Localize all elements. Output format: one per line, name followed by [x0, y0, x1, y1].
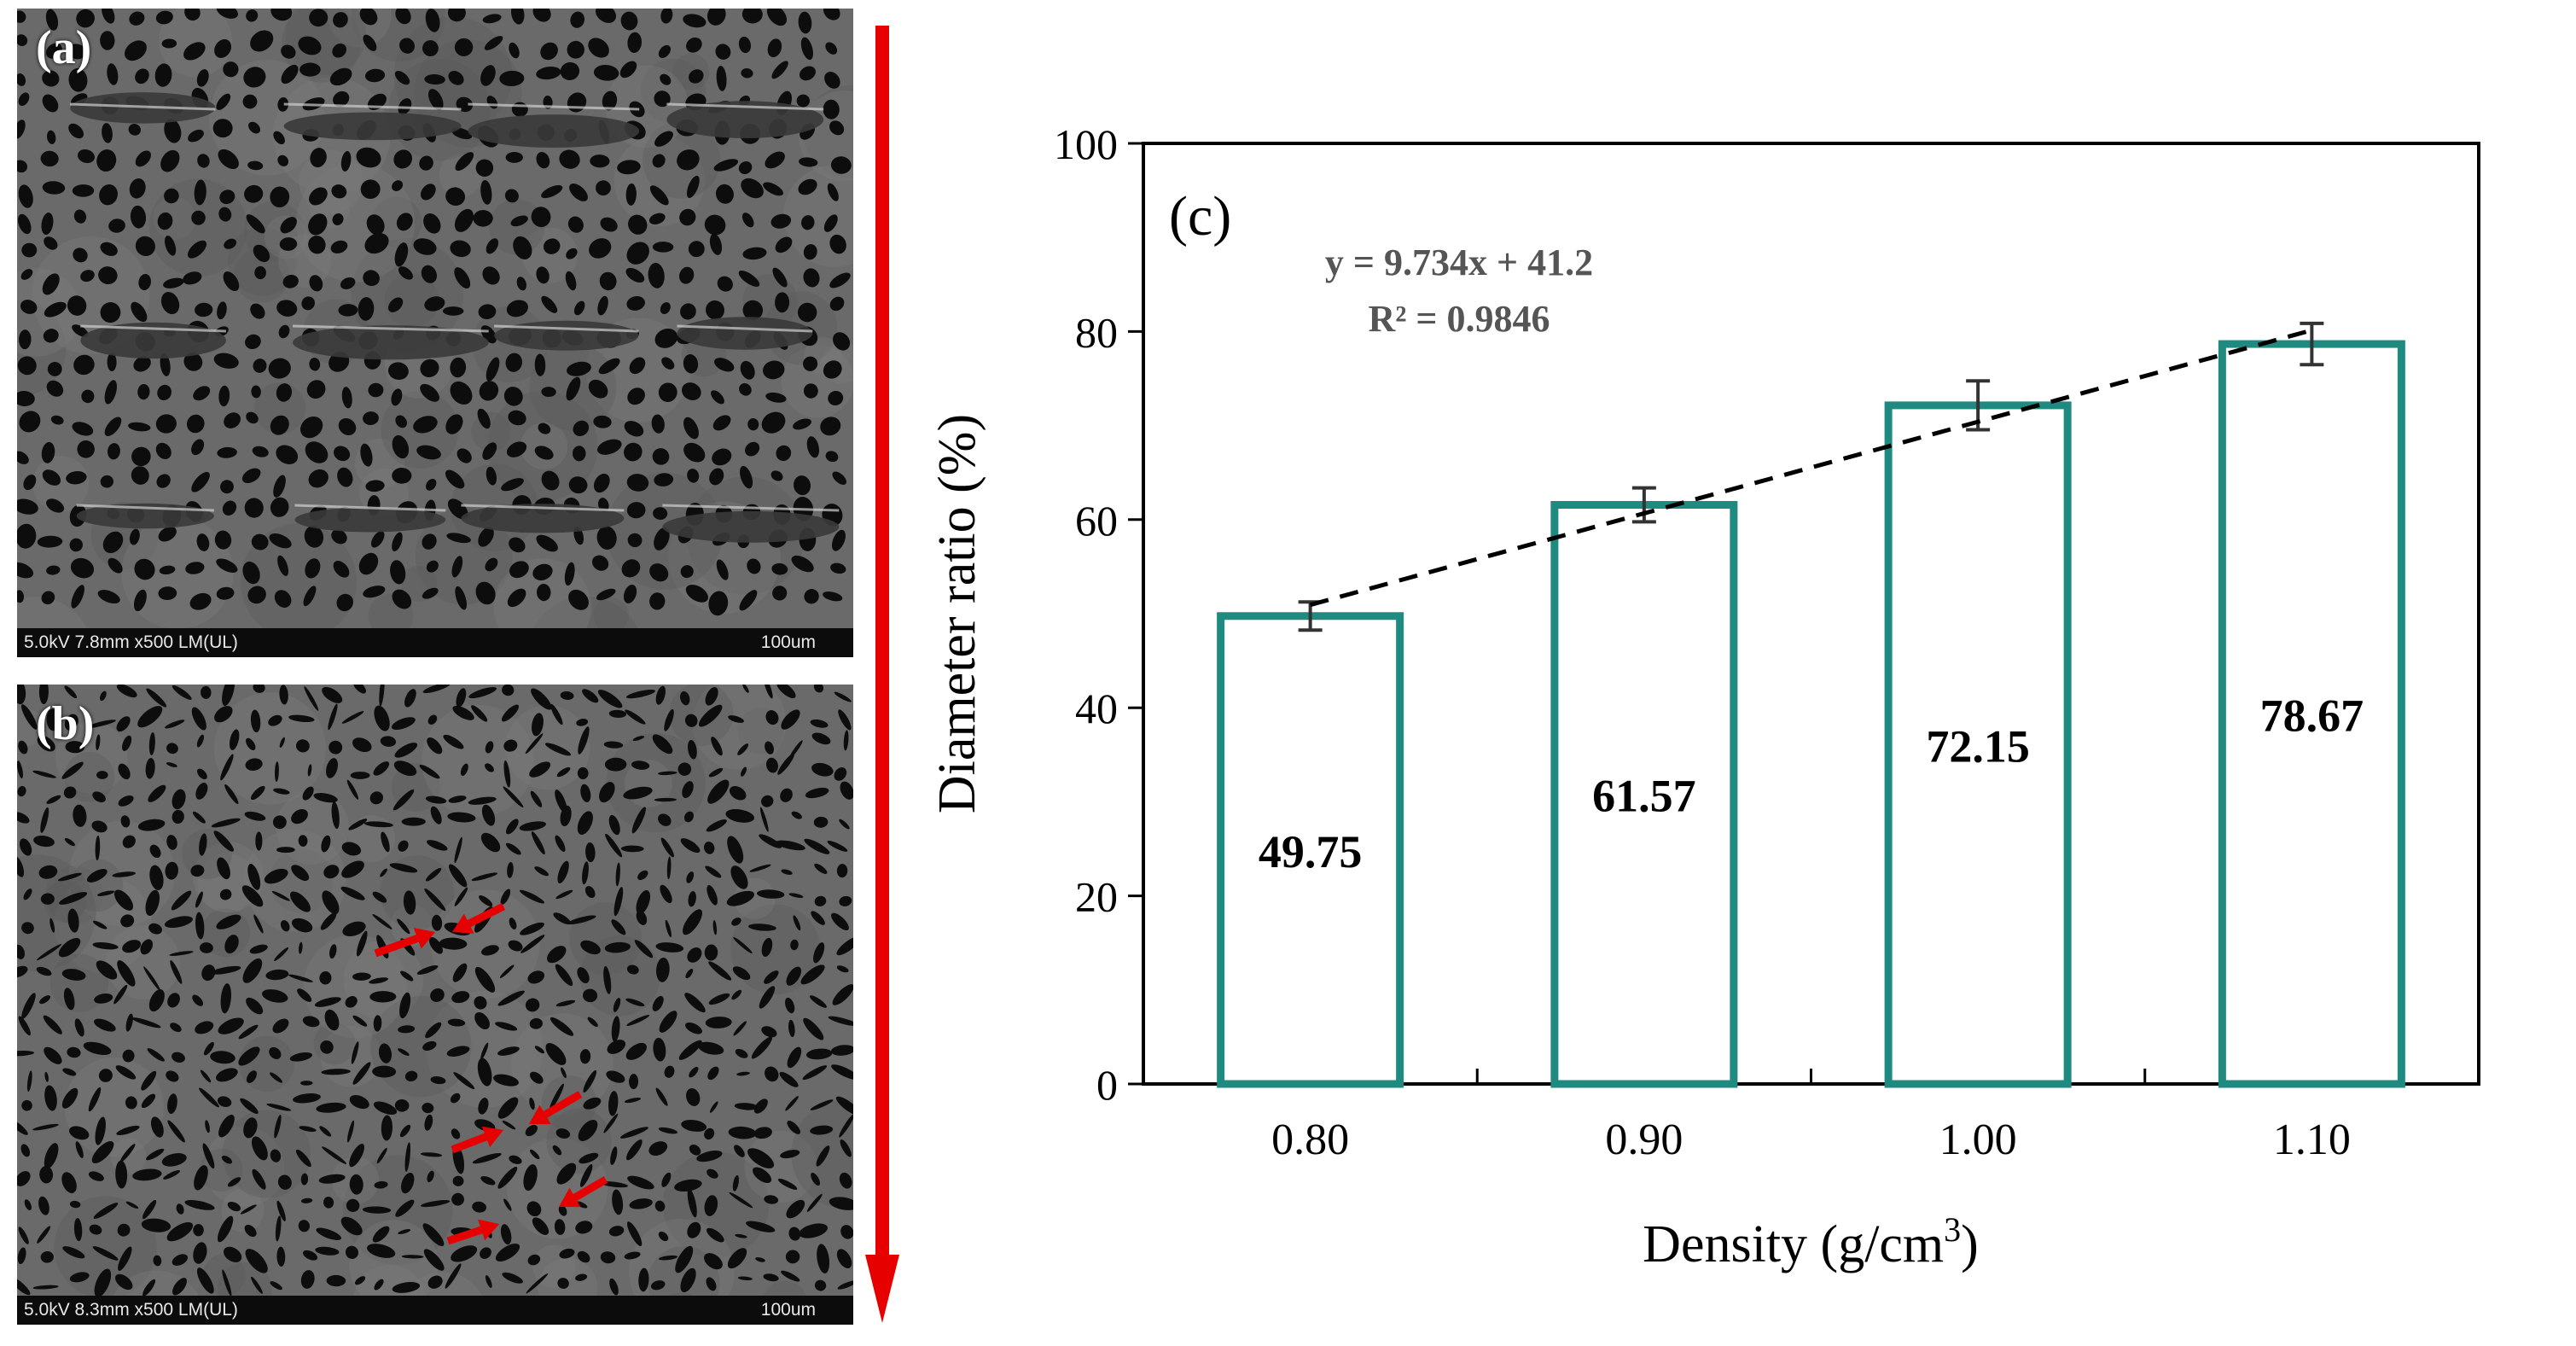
y-tick-label: 0 — [1096, 1061, 1118, 1109]
red-pointer-arrowhead-icon — [529, 1104, 551, 1125]
sem-infobar-b: 5.0kV 8.3mm x500 LM(UL) 100um — [17, 1296, 853, 1325]
sem-meta-a: 5.0kV 7.8mm x500 LM(UL) — [24, 632, 238, 652]
x-tick-label: 0.80 — [1271, 1116, 1349, 1164]
panel-label-a: (a) — [36, 21, 92, 74]
value-label: 72.15 — [1926, 720, 2030, 772]
red-pointer-arrowhead-icon — [452, 913, 474, 934]
bar — [1884, 401, 2072, 1088]
x-axis-label-close: ) — [1961, 1215, 1979, 1273]
sem-scale-a: 100um — [760, 632, 816, 652]
y-tick-label: 40 — [1075, 685, 1118, 732]
sem-texture-b — [17, 685, 853, 1325]
value-label: 49.75 — [1259, 826, 1363, 877]
red-pointer-arrowhead-icon — [413, 928, 435, 949]
red-pointer-arrow-icon — [446, 1226, 483, 1245]
y-tick-label: 60 — [1075, 497, 1118, 545]
bars: 49.75 61.57 72.15 78.67 — [1217, 321, 2405, 1088]
sem-scale-b: 100um — [760, 1300, 816, 1320]
value-label: 61.57 — [1592, 771, 1696, 822]
bar — [1217, 612, 1404, 1088]
red-pointer-arrowhead-icon — [481, 1126, 503, 1148]
sem-meta-b: 5.0kV 8.3mm x500 LM(UL) — [24, 1300, 238, 1320]
red-pointer-arrows — [374, 902, 608, 1245]
x-tick-label: 1.10 — [2273, 1116, 2351, 1164]
y-axis-label: Diameter ratio (%) — [928, 414, 986, 813]
red-pointer-arrowhead-icon — [559, 1187, 581, 1208]
x-axis-label: Density (g/cm3) — [1643, 1210, 1979, 1273]
trend-r2: R² = 0.9846 — [1368, 298, 1550, 340]
bar-chart: 0 20 40 60 80 100 0.80 0.90 1.00 1.10 49.75 61.57… — [928, 120, 2480, 1273]
trend-line — [1309, 328, 2313, 608]
trendline — [1309, 328, 2313, 608]
value-label: 78.67 — [2260, 690, 2364, 742]
red-pointer-arrow-icon — [543, 1091, 583, 1118]
red-pointer-arrow-icon — [374, 935, 419, 958]
red-pointer-arrow-icon — [451, 1133, 488, 1154]
sem-image-b: (b) 5.0kV 8.3mm x500 LM(UL) 100um — [17, 685, 853, 1325]
trend-equation: y = 9.734x + 41.2 — [1325, 242, 1593, 283]
x-axis: 0.80 0.90 1.00 1.10 — [1271, 1069, 2351, 1164]
red-down-arrow-icon — [865, 26, 899, 1323]
y-tick-label: 100 — [1054, 120, 1118, 168]
red-pointer-arrow-icon — [467, 902, 506, 928]
x-axis-label-main: Density (g/cm — [1643, 1215, 1944, 1273]
panel-label-b: (b) — [36, 697, 95, 750]
y-tick-label: 80 — [1075, 308, 1118, 356]
sem-infobar-a: 5.0kV 7.8mm x500 LM(UL) 100um — [17, 628, 853, 657]
panel-label-c: (c) — [1169, 185, 1231, 248]
sem-image-a: (a) 5.0kV 7.8mm x500 LM(UL) 100um — [17, 9, 853, 657]
x-tick-label: 1.00 — [1939, 1116, 2017, 1164]
red-pointer-arrowhead-icon — [478, 1219, 499, 1241]
y-axis: 0 20 40 60 80 100 — [1054, 120, 1143, 1109]
red-pointer-arrow-icon — [573, 1176, 608, 1201]
y-tick-label: 20 — [1075, 873, 1118, 921]
x-tick-label: 0.90 — [1605, 1116, 1683, 1164]
x-axis-label-sup: 3 — [1944, 1210, 1961, 1249]
sem-texture-a — [17, 9, 853, 657]
